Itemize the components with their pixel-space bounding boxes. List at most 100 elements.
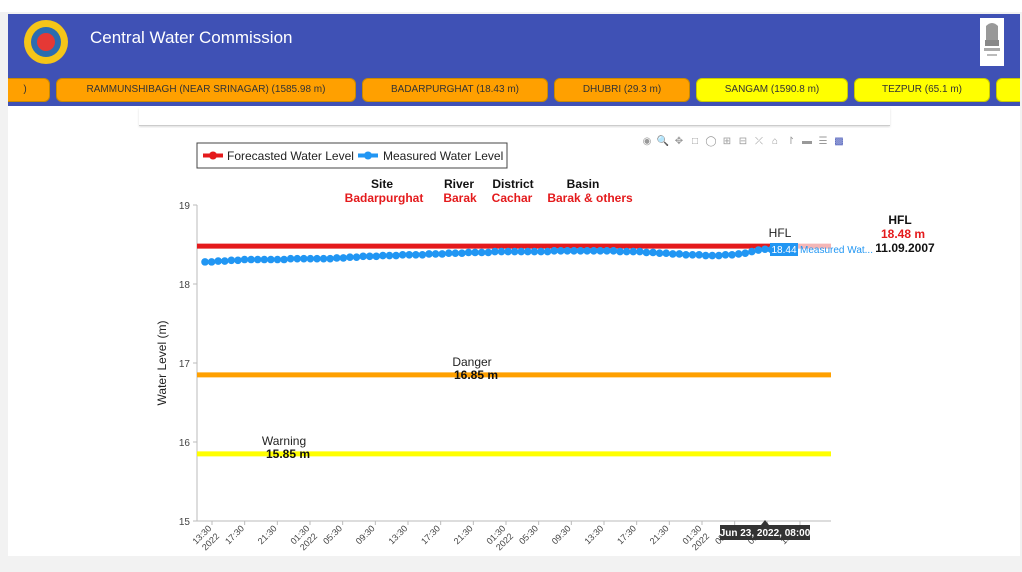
measured-point[interactable] xyxy=(550,247,558,255)
autoscale-icon[interactable]: ⤫ xyxy=(755,136,763,147)
measured-point[interactable] xyxy=(227,256,236,265)
box-select-icon[interactable]: □ xyxy=(691,136,699,147)
measured-point[interactable] xyxy=(510,247,519,256)
measured-point[interactable] xyxy=(589,247,598,255)
zoom-icon[interactable]: 🔍 xyxy=(656,136,670,147)
reset-icon[interactable]: ⌂ xyxy=(771,136,779,147)
measured-point[interactable] xyxy=(385,251,394,260)
legend-forecast-label[interactable]: Forecasted Water Level xyxy=(227,149,354,163)
measured-point[interactable] xyxy=(234,256,242,265)
measured-point[interactable] xyxy=(530,247,539,256)
measured-point[interactable] xyxy=(313,254,321,263)
measured-point[interactable] xyxy=(754,246,763,254)
measured-point[interactable] xyxy=(267,255,275,264)
measured-point[interactable] xyxy=(748,247,756,256)
plotly-logo-icon[interactable]: ▩ xyxy=(834,136,844,147)
measured-point[interactable] xyxy=(214,257,222,265)
ticker-item[interactable]: SANGAM (1590.8 m) xyxy=(696,78,848,102)
zoom-out-icon[interactable]: ⊟ xyxy=(738,136,748,147)
lasso-icon[interactable]: ◯ xyxy=(705,136,717,147)
measured-point[interactable] xyxy=(655,249,664,257)
hover-closest-icon[interactable]: ▬ xyxy=(802,136,812,147)
measured-point[interactable] xyxy=(326,254,334,263)
measured-point[interactable] xyxy=(425,250,433,258)
measured-point[interactable] xyxy=(319,254,328,263)
measured-point[interactable] xyxy=(458,249,466,257)
measured-point[interactable] xyxy=(451,249,460,257)
measured-point[interactable] xyxy=(636,247,644,256)
measured-point[interactable] xyxy=(240,255,249,264)
measured-point[interactable] xyxy=(293,254,302,263)
measured-point[interactable] xyxy=(220,257,229,265)
measured-point[interactable] xyxy=(609,247,618,255)
measured-point[interactable] xyxy=(477,248,486,257)
camera-icon[interactable]: ◉ xyxy=(642,136,652,147)
measured-point[interactable] xyxy=(300,254,308,263)
measured-point[interactable] xyxy=(741,249,750,257)
measured-point[interactable] xyxy=(207,258,216,266)
measured-point[interactable] xyxy=(662,249,670,257)
measured-point[interactable] xyxy=(524,247,532,256)
measured-point[interactable] xyxy=(642,248,651,257)
ticker-item[interactable]: RAMMUNSHIBAGH (NEAR SRINAGAR) (1585.98 m… xyxy=(56,78,356,102)
measured-point[interactable] xyxy=(431,250,440,258)
measured-point[interactable] xyxy=(352,253,361,261)
measured-point[interactable] xyxy=(247,255,255,264)
ticker-item[interactable]: TEZPUR (65.1 m) xyxy=(854,78,990,102)
ticker-item-partial[interactable] xyxy=(996,78,1020,102)
measured-point[interactable] xyxy=(708,251,717,260)
measured-point[interactable] xyxy=(616,247,624,256)
pan-icon[interactable]: ✥ xyxy=(674,136,684,147)
measured-point[interactable] xyxy=(556,247,565,255)
measured-point[interactable] xyxy=(761,245,769,254)
measured-point[interactable] xyxy=(649,248,657,257)
measured-point[interactable] xyxy=(543,247,552,256)
measured-point[interactable] xyxy=(728,250,736,259)
ticker-item[interactable]: BADARPURGHAT (18.43 m) xyxy=(362,78,548,102)
measured-point[interactable] xyxy=(332,254,341,262)
measured-point[interactable] xyxy=(701,251,710,260)
measured-point[interactable] xyxy=(596,247,605,255)
measured-point[interactable] xyxy=(537,247,545,256)
measured-point[interactable] xyxy=(721,250,730,259)
measured-point[interactable] xyxy=(497,247,506,256)
measured-point[interactable] xyxy=(688,250,697,259)
measured-point[interactable] xyxy=(695,250,703,259)
measured-point[interactable] xyxy=(412,250,420,259)
ticker-item[interactable]: DHUBRI (29.3 m) xyxy=(554,78,690,102)
measured-point[interactable] xyxy=(339,254,348,262)
measured-point[interactable] xyxy=(603,247,611,255)
measured-point[interactable] xyxy=(286,254,295,263)
measured-point[interactable] xyxy=(405,250,414,259)
measured-point[interactable] xyxy=(372,252,381,261)
measured-point[interactable] xyxy=(201,258,209,266)
measured-point[interactable] xyxy=(484,248,493,257)
measured-point[interactable] xyxy=(418,250,427,259)
measured-point[interactable] xyxy=(392,251,400,260)
measured-point[interactable] xyxy=(306,254,315,263)
measured-point[interactable] xyxy=(734,250,743,258)
zoom-in-icon[interactable]: ⊞ xyxy=(722,136,732,147)
hover-compare-icon[interactable]: ☰ xyxy=(818,136,828,147)
measured-point[interactable] xyxy=(260,255,269,264)
measured-point[interactable] xyxy=(464,248,473,257)
measured-point[interactable] xyxy=(517,247,526,256)
measured-point[interactable] xyxy=(280,255,288,264)
measured-point[interactable] xyxy=(682,250,690,259)
measured-point[interactable] xyxy=(253,255,262,264)
measured-point[interactable] xyxy=(570,247,578,255)
measured-point[interactable] xyxy=(715,251,723,260)
measured-point[interactable] xyxy=(346,253,354,261)
measured-point[interactable] xyxy=(675,250,684,258)
measured-point[interactable] xyxy=(563,247,572,255)
measured-point[interactable] xyxy=(444,249,453,257)
measured-point[interactable] xyxy=(622,247,631,256)
ticker-item[interactable]: ) xyxy=(8,78,50,102)
measured-point[interactable] xyxy=(583,247,591,255)
measured-point[interactable] xyxy=(438,250,446,258)
spike-icon[interactable]: ↾ xyxy=(786,136,796,147)
measured-point[interactable] xyxy=(365,252,374,261)
measured-point[interactable] xyxy=(471,248,479,257)
legend-measured-label[interactable]: Measured Water Level xyxy=(383,149,503,163)
measured-point[interactable] xyxy=(398,250,407,259)
